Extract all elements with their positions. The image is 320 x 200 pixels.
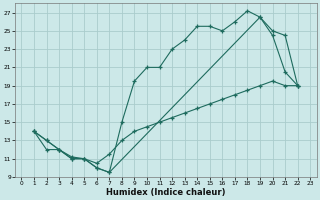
X-axis label: Humidex (Indice chaleur): Humidex (Indice chaleur) <box>106 188 226 197</box>
